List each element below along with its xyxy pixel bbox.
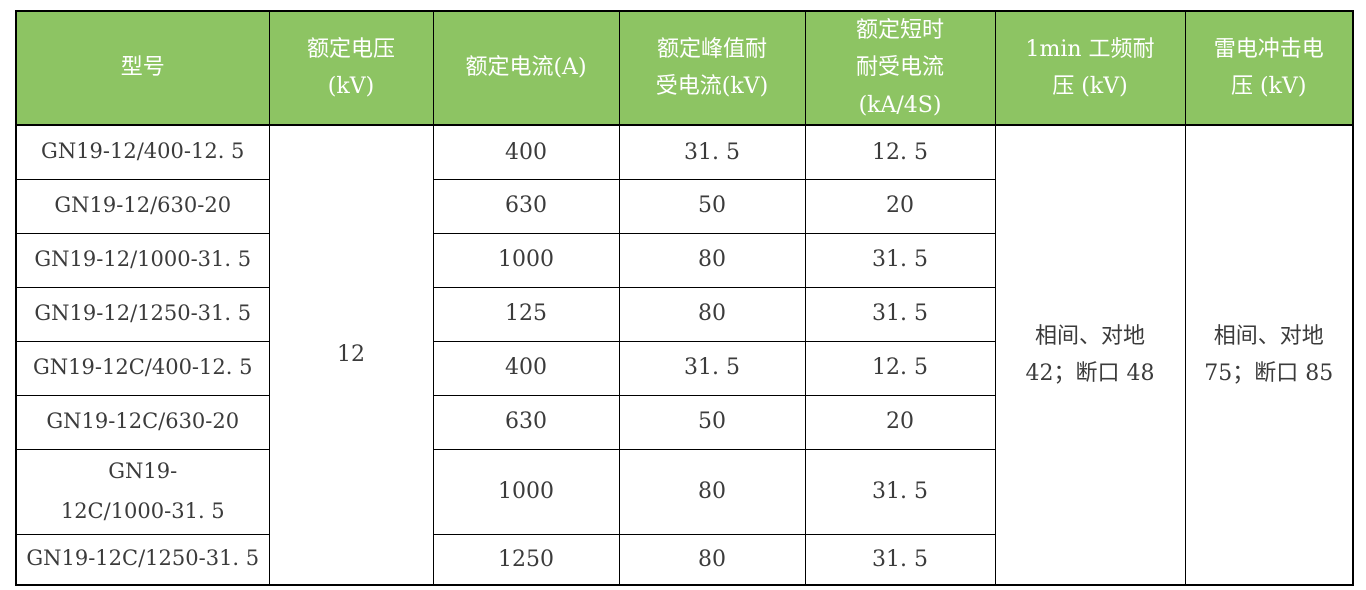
rated-current-cell: 125 xyxy=(432,286,620,342)
rated-current-cell: 1250 xyxy=(432,533,620,586)
rated-current-cell: 1000 xyxy=(432,448,620,535)
model-cell: GN19-12C/400-12. 5 xyxy=(15,340,270,396)
short-time-withstand-cell: 12. 5 xyxy=(804,124,996,180)
short-time-withstand-cell: 20 xyxy=(804,178,996,234)
model-cell: GN19-12/1000-31. 5 xyxy=(15,232,270,288)
table-row: GN19-12/1000-31. 5 1000 80 31. 5 xyxy=(15,232,1353,288)
short-time-withstand-cell: 31. 5 xyxy=(804,286,996,342)
peak-withstand-cell: 50 xyxy=(618,394,806,450)
column-header-short-time-withstand-current: 额定短时 耐受电流 (kA/4S) xyxy=(804,10,996,127)
model-cell: GN19- 12C/1000-31. 5 xyxy=(15,448,270,535)
model-cell: GN19-12C/1250-31. 5 xyxy=(15,533,270,586)
short-time-withstand-cell: 12. 5 xyxy=(804,340,996,396)
lightning-impulse-merged-cell: 相间、对地 75；断口 85 xyxy=(1184,124,1354,586)
rated-current-cell: 1000 xyxy=(432,232,620,288)
short-time-withstand-cell: 31. 5 xyxy=(804,448,996,535)
power-frequency-withstand-merged-cell: 相间、对地 42；断口 48 xyxy=(994,124,1186,586)
table-header-row: 型号 额定电压 (kV) 额定电流(A) 额定峰值耐 受电流(kV) 额定短时 … xyxy=(15,10,1354,127)
rated-current-cell: 400 xyxy=(432,124,620,180)
column-header-rated-voltage: 额定电压 (kV) xyxy=(268,10,434,127)
table-row: GN19-12C/400-12. 5 400 31. 5 12. 5 xyxy=(15,340,1353,396)
peak-withstand-cell: 31. 5 xyxy=(618,124,806,180)
model-cell: GN19-12/400-12. 5 xyxy=(15,124,270,180)
short-time-withstand-cell: 20 xyxy=(804,394,996,450)
rated-current-cell: 630 xyxy=(432,394,620,450)
column-header-peak-withstand-current: 额定峰值耐 受电流(kV) xyxy=(618,10,806,127)
table-row: GN19-12C/630-20 630 50 20 xyxy=(15,394,1353,450)
model-cell: GN19-12/1250-31. 5 xyxy=(15,286,270,342)
peak-withstand-cell: 80 xyxy=(618,448,806,535)
column-header-lightning-impulse-voltage: 雷电冲击电 压 (kV) xyxy=(1184,10,1354,127)
specification-table: 型号 额定电压 (kV) 额定电流(A) 额定峰值耐 受电流(kV) 额定短时 … xyxy=(15,10,1354,587)
model-cell: GN19-12/630-20 xyxy=(15,178,270,234)
rated-voltage-merged-cell: 12 xyxy=(268,124,434,586)
rated-current-cell: 400 xyxy=(432,340,620,396)
short-time-withstand-cell: 31. 5 xyxy=(804,533,996,586)
peak-withstand-cell: 31. 5 xyxy=(618,340,806,396)
table-row: GN19-12C/1250-31. 5 1250 80 31. 5 xyxy=(15,533,1353,586)
table-row: GN19-12/400-12. 5 12 400 31. 5 12. 5 相间、… xyxy=(15,124,1354,586)
column-header-model: 型号 xyxy=(15,10,270,127)
rated-current-cell: 630 xyxy=(432,178,620,234)
short-time-withstand-cell: 31. 5 xyxy=(804,232,996,288)
peak-withstand-cell: 80 xyxy=(618,286,806,342)
column-header-rated-current: 额定电流(A) xyxy=(432,10,620,127)
peak-withstand-cell: 80 xyxy=(618,533,806,586)
peak-withstand-cell: 50 xyxy=(618,178,806,234)
table-row: GN19- 12C/1000-31. 5 1000 80 31. 5 xyxy=(15,448,1353,535)
peak-withstand-cell: 80 xyxy=(618,232,806,288)
column-header-power-frequency-withstand-voltage: 1min 工频耐 压 (kV) xyxy=(994,10,1186,127)
model-cell: GN19-12C/630-20 xyxy=(15,394,270,450)
table-row: GN19-12/1250-31. 5 125 80 31. 5 xyxy=(15,286,1353,342)
